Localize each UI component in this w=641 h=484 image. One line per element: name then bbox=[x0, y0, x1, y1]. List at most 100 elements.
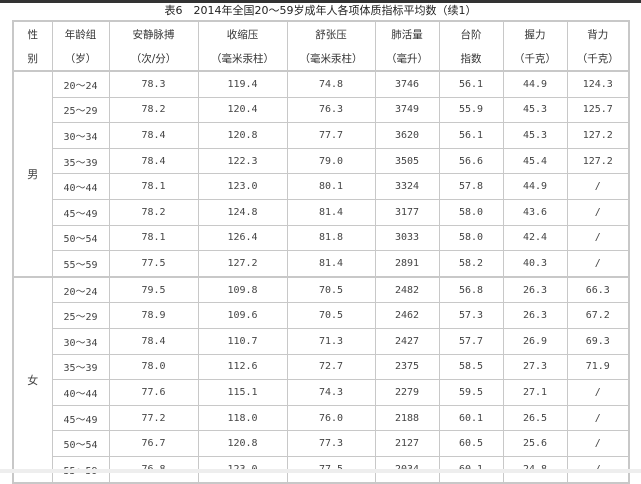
value-cell: 2188 bbox=[374, 404, 440, 432]
column-header: （毫米汞柱） bbox=[286, 46, 376, 72]
value-cell: 80.1 bbox=[286, 173, 376, 200]
value-cell: 56.1 bbox=[438, 122, 504, 149]
age-group-cell: 35～39 bbox=[51, 147, 110, 175]
value-cell: / bbox=[566, 198, 630, 226]
table-row: 45～49 77.2 118.0 76.0 2188 60.1 26.5/ bbox=[13, 404, 630, 432]
fitness-table: 性年龄组 安静脉搏 收缩压 舒张压 肺活量 台阶 握力 背力别（岁） （次/分） （毫米汞柱） （毫… bbox=[12, 20, 630, 484]
column-header: （岁） bbox=[51, 46, 110, 72]
column-header: 别 bbox=[12, 46, 53, 72]
value-cell: 118.0 bbox=[197, 404, 288, 432]
value-cell: 58.0 bbox=[438, 224, 504, 252]
value-cell: 43.6 bbox=[502, 198, 568, 226]
value-cell: 44.9 bbox=[502, 173, 568, 200]
value-cell: 71.3 bbox=[286, 327, 376, 355]
value-cell: 78.4 bbox=[108, 327, 199, 355]
value-cell: 125.7 bbox=[566, 96, 630, 124]
age-group-cell: 25～29 bbox=[51, 96, 110, 124]
value-cell: 120.8 bbox=[197, 430, 288, 457]
value-cell: 58.0 bbox=[438, 198, 504, 226]
value-cell: 2891 bbox=[374, 250, 440, 278]
value-cell: 72.7 bbox=[286, 353, 376, 381]
age-group-cell: 45～49 bbox=[51, 404, 110, 432]
column-header: 舒张压 bbox=[286, 21, 376, 46]
value-cell: 74.8 bbox=[286, 70, 376, 98]
value-cell: 79.5 bbox=[108, 276, 199, 304]
value-cell: 59.5 bbox=[438, 379, 504, 406]
value-cell: 56.8 bbox=[438, 276, 504, 304]
value-cell: / bbox=[566, 173, 630, 200]
value-cell: 78.2 bbox=[108, 96, 199, 124]
value-cell: 120.8 bbox=[197, 122, 288, 149]
table-row: 男 20～24 78.3 119.4 74.8 3746 56.1 44.9 124.3 bbox=[12, 70, 630, 278]
value-cell: 58.2 bbox=[438, 250, 504, 278]
age-group-cell: 30～34 bbox=[51, 122, 110, 149]
value-cell: / bbox=[566, 404, 630, 432]
age-group-cell: 20～24 bbox=[51, 70, 110, 98]
value-cell: 120.4 bbox=[197, 96, 288, 124]
value-cell: 124.3 bbox=[566, 70, 630, 98]
value-cell: 2127 bbox=[374, 430, 440, 457]
table-row: 50～54 76.7 120.8 77.3 2127 60.5 25.6/ bbox=[13, 430, 630, 457]
table-row: 45～49 78.2 124.8 81.4 3177 58.0 43.6/ bbox=[13, 198, 630, 226]
column-header: （毫升） bbox=[374, 46, 440, 72]
value-cell: 42.4 bbox=[502, 224, 568, 252]
value-cell: 77.6 bbox=[108, 379, 199, 406]
column-header: 握力 bbox=[502, 21, 568, 46]
value-cell: 57.7 bbox=[438, 327, 504, 355]
table-row: 50～54 78.1 126.4 81.8 3033 58.0 42.4/ bbox=[13, 224, 630, 252]
table-row: 35～39 78.4 122.3 79.0 3505 56.6 45.4 127.2 bbox=[13, 147, 630, 175]
value-cell: / bbox=[566, 430, 630, 457]
value-cell: 112.6 bbox=[197, 353, 288, 381]
value-cell: 56.1 bbox=[438, 70, 504, 98]
column-header: 肺活量 bbox=[374, 21, 440, 46]
table-row: 女 20～24 79.5 109.8 70.5 2482 56.8 26.3 66.3 bbox=[12, 276, 630, 483]
value-cell: 124.8 bbox=[197, 198, 288, 226]
value-cell: 70.5 bbox=[286, 302, 376, 329]
value-cell: 2375 bbox=[374, 353, 440, 381]
female-group: 女 20～24 79.5 109.8 70.5 2482 56.8 26.3 66.3 25～29… bbox=[12, 276, 630, 484]
sex-cell: 女 bbox=[12, 276, 53, 483]
value-cell: 71.9 bbox=[566, 353, 630, 381]
column-header: （毫米汞柱） bbox=[197, 46, 288, 72]
column-header: （次/分） bbox=[108, 46, 199, 72]
table-row: 40～44 78.1 123.0 80.1 3324 57.8 44.9/ bbox=[13, 173, 630, 200]
age-group-cell: 40～44 bbox=[51, 173, 110, 200]
age-group-cell: 25～29 bbox=[51, 302, 110, 329]
header-row: 别（岁） （次/分） （毫米汞柱） （毫米汞柱） （毫升） 指数 （千克） （千克） bbox=[12, 46, 630, 72]
value-cell: 78.1 bbox=[108, 224, 199, 252]
value-cell: 69.3 bbox=[566, 327, 630, 355]
age-group-cell: 30～34 bbox=[51, 327, 110, 355]
value-cell: 57.8 bbox=[438, 173, 504, 200]
column-header: 性 bbox=[12, 21, 53, 46]
value-cell: 2427 bbox=[374, 327, 440, 355]
value-cell: 123.0 bbox=[197, 173, 288, 200]
value-cell: 78.4 bbox=[108, 122, 199, 149]
value-cell: 76.3 bbox=[286, 96, 376, 124]
value-cell: 60.1 bbox=[438, 404, 504, 432]
value-cell: 26.5 bbox=[502, 404, 568, 432]
column-header: 背力 bbox=[566, 21, 630, 46]
value-cell: 126.4 bbox=[197, 224, 288, 252]
table-row: 25～29 78.9 109.6 70.5 2462 57.3 26.3 67.2 bbox=[13, 302, 630, 329]
value-cell: 66.3 bbox=[566, 276, 630, 304]
value-cell: 58.5 bbox=[438, 353, 504, 381]
value-cell: 127.2 bbox=[566, 147, 630, 175]
value-cell: 109.6 bbox=[197, 302, 288, 329]
value-cell: 3746 bbox=[374, 70, 440, 98]
table-title: 表6 2014年全国20～59岁成年人各项体质指标平均数（续1） bbox=[164, 4, 477, 17]
value-cell: 81.4 bbox=[286, 250, 376, 278]
sex-cell: 男 bbox=[12, 70, 53, 278]
value-cell: / bbox=[566, 250, 630, 278]
value-cell: 67.2 bbox=[566, 302, 630, 329]
value-cell: 81.4 bbox=[286, 198, 376, 226]
value-cell: 74.3 bbox=[286, 379, 376, 406]
column-header: （千克） bbox=[502, 46, 568, 72]
table-row: 55～59 77.5 127.2 81.4 2891 58.2 40.3/ bbox=[13, 250, 630, 278]
value-cell: 78.3 bbox=[108, 70, 199, 98]
value-cell: 127.2 bbox=[197, 250, 288, 278]
value-cell: 45.3 bbox=[502, 122, 568, 149]
header-row: 性年龄组 安静脉搏 收缩压 舒张压 肺活量 台阶 握力 背力 bbox=[12, 21, 630, 46]
value-cell: 27.3 bbox=[502, 353, 568, 381]
value-cell: / bbox=[566, 379, 630, 406]
value-cell: 77.5 bbox=[108, 250, 199, 278]
